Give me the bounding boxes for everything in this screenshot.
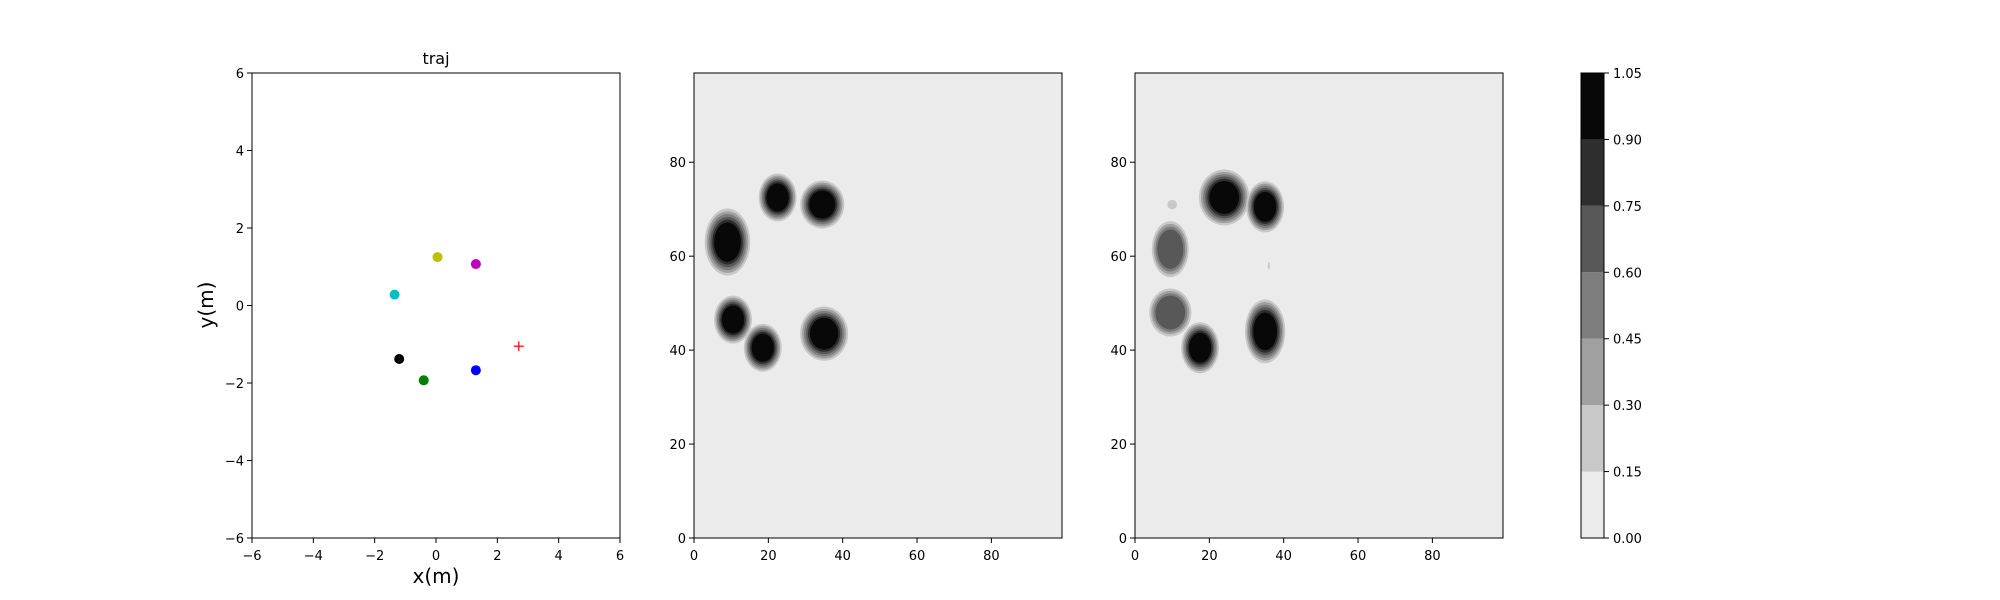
predicted-map-panel: 0 20 40 60 80 0 20 40 60 80	[1110, 72, 1504, 564]
colorbar-cell	[1581, 272, 1604, 339]
ground-truth-map-frame	[693, 72, 1063, 539]
trajectory-axis-ticks: −6 −4 −2 0 2 4 6 −6 −4 −2 0 2 4 6	[225, 67, 624, 564]
predicted-occupancy-blob	[1198, 169, 1250, 226]
trajectory-x-tick-label: 0	[432, 549, 440, 564]
trajectory-plot-area	[251, 72, 621, 539]
ground-truth-occupancy-blob	[704, 208, 751, 276]
colorbar-tick-label: 0.15	[1613, 466, 1642, 481]
ground-truth-y-tick-label: 60	[669, 250, 686, 265]
trajectory-x-tick-label: 2	[493, 549, 501, 564]
predicted-occupancy-blob	[1151, 221, 1189, 278]
predicted-x-tick-label: 80	[1424, 549, 1441, 564]
predicted-occupancy-blob	[1181, 322, 1220, 374]
predicted-map-area	[1135, 73, 1503, 538]
trajectory-y-tick-label: −4	[225, 455, 244, 470]
ground-truth-y-tick-label: 80	[669, 156, 686, 171]
trajectory-y-tick-label: 0	[236, 300, 244, 315]
trajectory-x-tick-label: −2	[365, 549, 384, 564]
ground-truth-occupancy-blob	[800, 180, 845, 229]
colorbar-tick-label: 0.45	[1613, 333, 1642, 348]
predicted-x-tick-label: 40	[1275, 549, 1292, 564]
agent-position-point	[432, 252, 443, 263]
colorbar-cell	[1581, 405, 1604, 472]
colorbar-tick-label: 0.00	[1613, 532, 1642, 547]
predicted-y-tick-label: 40	[1110, 344, 1127, 359]
predicted-y-tick-label: 60	[1110, 250, 1127, 265]
trajectory-y-tick-label: 4	[236, 145, 244, 160]
goal-marker	[513, 341, 524, 352]
predicted-axis-ticks: 0 20 40 60 80 0 20 40 60 80	[1110, 156, 1440, 564]
colorbar-tick-label: 0.75	[1613, 200, 1642, 215]
ground-truth-y-tick-label: 20	[669, 438, 686, 453]
predicted-occupancy-blobs	[1149, 169, 1286, 374]
ground-truth-occupancy-blobs	[704, 173, 849, 372]
predicted-x-tick-label: 0	[1131, 549, 1139, 564]
colorbar-tick-label: 0.30	[1613, 399, 1642, 414]
colorbar: 0.00 0.15 0.30 0.45 0.60 0.75 0.90 1.05	[1580, 67, 1642, 547]
colorbar-tick-label: 0.60	[1613, 266, 1642, 281]
trajectory-points	[389, 252, 524, 386]
trajectory-panel: −6 −4 −2 0 2 4 6 −6 −4 −2 0 2 4 6 traj x(m) y(m)	[194, 49, 624, 588]
ground-truth-occupancy-blob	[743, 323, 782, 372]
ground-truth-y-tick-label: 40	[669, 344, 686, 359]
predicted-occupancy-blob	[1167, 199, 1178, 210]
predicted-x-tick-label: 60	[1350, 549, 1367, 564]
colorbar-cell	[1581, 73, 1604, 140]
trajectory-title: traj	[422, 49, 449, 68]
ground-truth-y-tick-label: 0	[678, 532, 686, 547]
trajectory-x-tick-label: −4	[304, 549, 323, 564]
ground-truth-map-panel: 0 20 40 60 80 0 20 40 60 80	[669, 72, 1063, 564]
predicted-occupancy-blob	[1267, 261, 1270, 270]
agent-position-point	[389, 289, 400, 300]
predicted-x-tick-label: 20	[1201, 549, 1218, 564]
trajectory-x-axis-label: x(m)	[413, 564, 460, 588]
agent-position-point	[418, 375, 429, 386]
ground-truth-x-tick-label: 0	[690, 549, 698, 564]
predicted-occupancy-blob	[1246, 181, 1285, 233]
predicted-occupancy-blob	[1149, 288, 1192, 337]
ground-truth-axis-ticks: 0 20 40 60 80 0 20 40 60 80	[669, 156, 999, 564]
colorbar-cell	[1581, 139, 1604, 206]
predicted-y-tick-label: 0	[1119, 532, 1127, 547]
predicted-y-tick-label: 20	[1110, 438, 1127, 453]
predicted-map-frame	[1134, 72, 1504, 539]
agent-position-point	[470, 365, 481, 376]
colorbar-cells	[1581, 73, 1604, 538]
colorbar-cell	[1581, 205, 1604, 273]
predicted-occupancy-blob	[1244, 299, 1286, 364]
ground-truth-occupancy-blob	[714, 295, 752, 344]
ground-truth-x-tick-label: 60	[909, 549, 926, 564]
ground-truth-x-tick-label: 40	[834, 549, 851, 564]
trajectory-y-tick-label: 2	[236, 222, 244, 237]
trajectory-y-axis-label: y(m)	[194, 282, 218, 329]
colorbar-ticks: 0.00 0.15 0.30 0.45 0.60 0.75 0.90 1.05	[1604, 67, 1642, 547]
ground-truth-occupancy-blob	[800, 306, 849, 361]
trajectory-x-tick-label: 4	[555, 549, 563, 564]
predicted-y-tick-label: 80	[1110, 156, 1127, 171]
colorbar-tick-label: 0.90	[1613, 133, 1642, 148]
colorbar-cell	[1581, 338, 1604, 406]
trajectory-x-tick-label: 6	[616, 549, 624, 564]
ground-truth-occupancy-blob	[758, 173, 797, 222]
agent-position-point	[394, 353, 405, 364]
ground-truth-map-area	[694, 73, 1062, 538]
trajectory-y-tick-label: −2	[225, 377, 244, 392]
trajectory-y-tick-label: −6	[225, 532, 244, 547]
colorbar-cell	[1581, 471, 1604, 538]
ground-truth-x-tick-label: 80	[983, 549, 1000, 564]
trajectory-y-tick-label: 6	[236, 67, 244, 82]
colorbar-tick-label: 1.05	[1613, 67, 1642, 82]
trajectory-x-tick-label: −6	[242, 549, 261, 564]
ground-truth-x-tick-label: 20	[760, 549, 777, 564]
agent-position-point	[470, 259, 481, 270]
colorbar-frame	[1580, 72, 1605, 539]
